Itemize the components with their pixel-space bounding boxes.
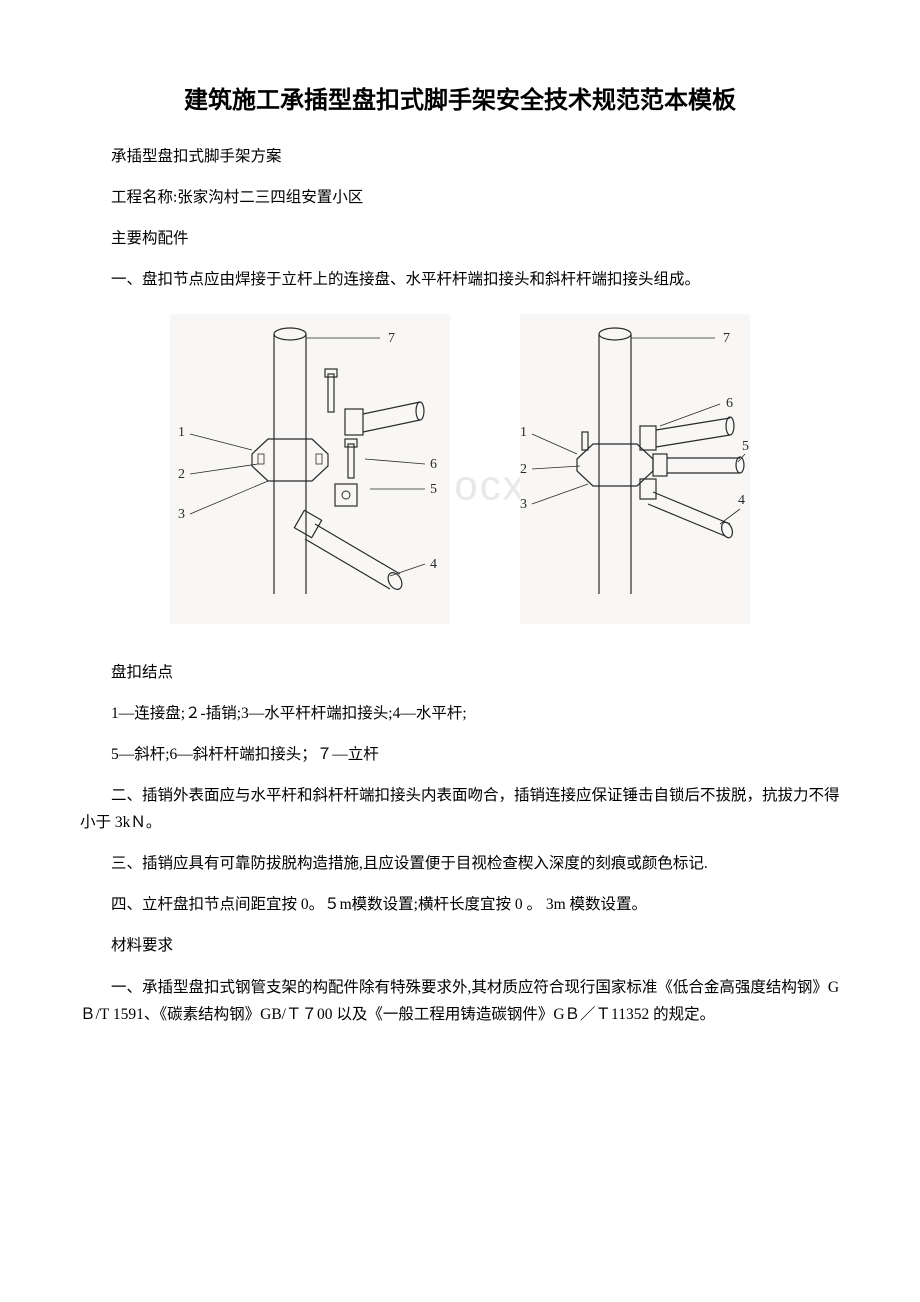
legend-line-1: 1—连接盘;２-插销;3—水平杆杆端扣接头;4—水平杆; [80,700,840,727]
svg-text:7: 7 [388,331,395,346]
svg-text:6: 6 [430,457,437,472]
project-name: 工程名称:张家沟村二三四组安置小区 [80,184,840,211]
item-2: 二、插销外表面应与水平杆和斜杆杆端扣接头内表面吻合，插销连接应保证锤击自锁后不拔… [80,782,840,836]
diagram-assembled: 7 1 2 3 6 [520,314,750,629]
legend-line-2: 5—斜杆;6—斜杆杆端扣接头；７—立杆 [80,741,840,768]
item-3: 三、插销应具有可靠防拔脱构造措施,且应设置便于目视检查楔入深度的刻痕或颜色标记. [80,850,840,877]
svg-text:7: 7 [723,331,730,346]
material-item-1: 一、承插型盘扣式钢管支架的构配件除有特殊要求外,其材质应符合现行国家标准《低合金… [80,974,840,1028]
svg-text:2: 2 [520,462,527,477]
svg-text:6: 6 [726,396,733,411]
diagram-container: www.bdocx.com 7 1 2 3 [80,314,840,629]
diagram-exploded: 7 1 2 3 [170,314,450,629]
scheme-name: 承插型盘扣式脚手架方案 [80,143,840,170]
svg-text:1: 1 [520,425,527,440]
svg-text:4: 4 [430,557,437,572]
svg-text:4: 4 [738,493,745,508]
svg-text:5: 5 [430,482,437,497]
section-heading-materials: 材料要求 [80,932,840,959]
document-title: 建筑施工承插型盘扣式脚手架安全技术规范范本模板 [80,80,840,115]
svg-text:5: 5 [742,439,749,454]
svg-text:2: 2 [178,467,185,482]
svg-text:3: 3 [178,507,185,522]
svg-text:1: 1 [178,425,185,440]
section-heading-components: 主要构配件 [80,225,840,252]
svg-text:3: 3 [520,497,527,512]
diagram-caption: 盘扣结点 [80,659,840,686]
item-4: 四、立杆盘扣节点间距宜按 0。５m模数设置;横杆长度宜按 0 。 3m 模数设置… [80,891,840,918]
item-1: 一、盘扣节点应由焊接于立杆上的连接盘、水平杆杆端扣接头和斜杆杆端扣接头组成。 [80,266,840,293]
